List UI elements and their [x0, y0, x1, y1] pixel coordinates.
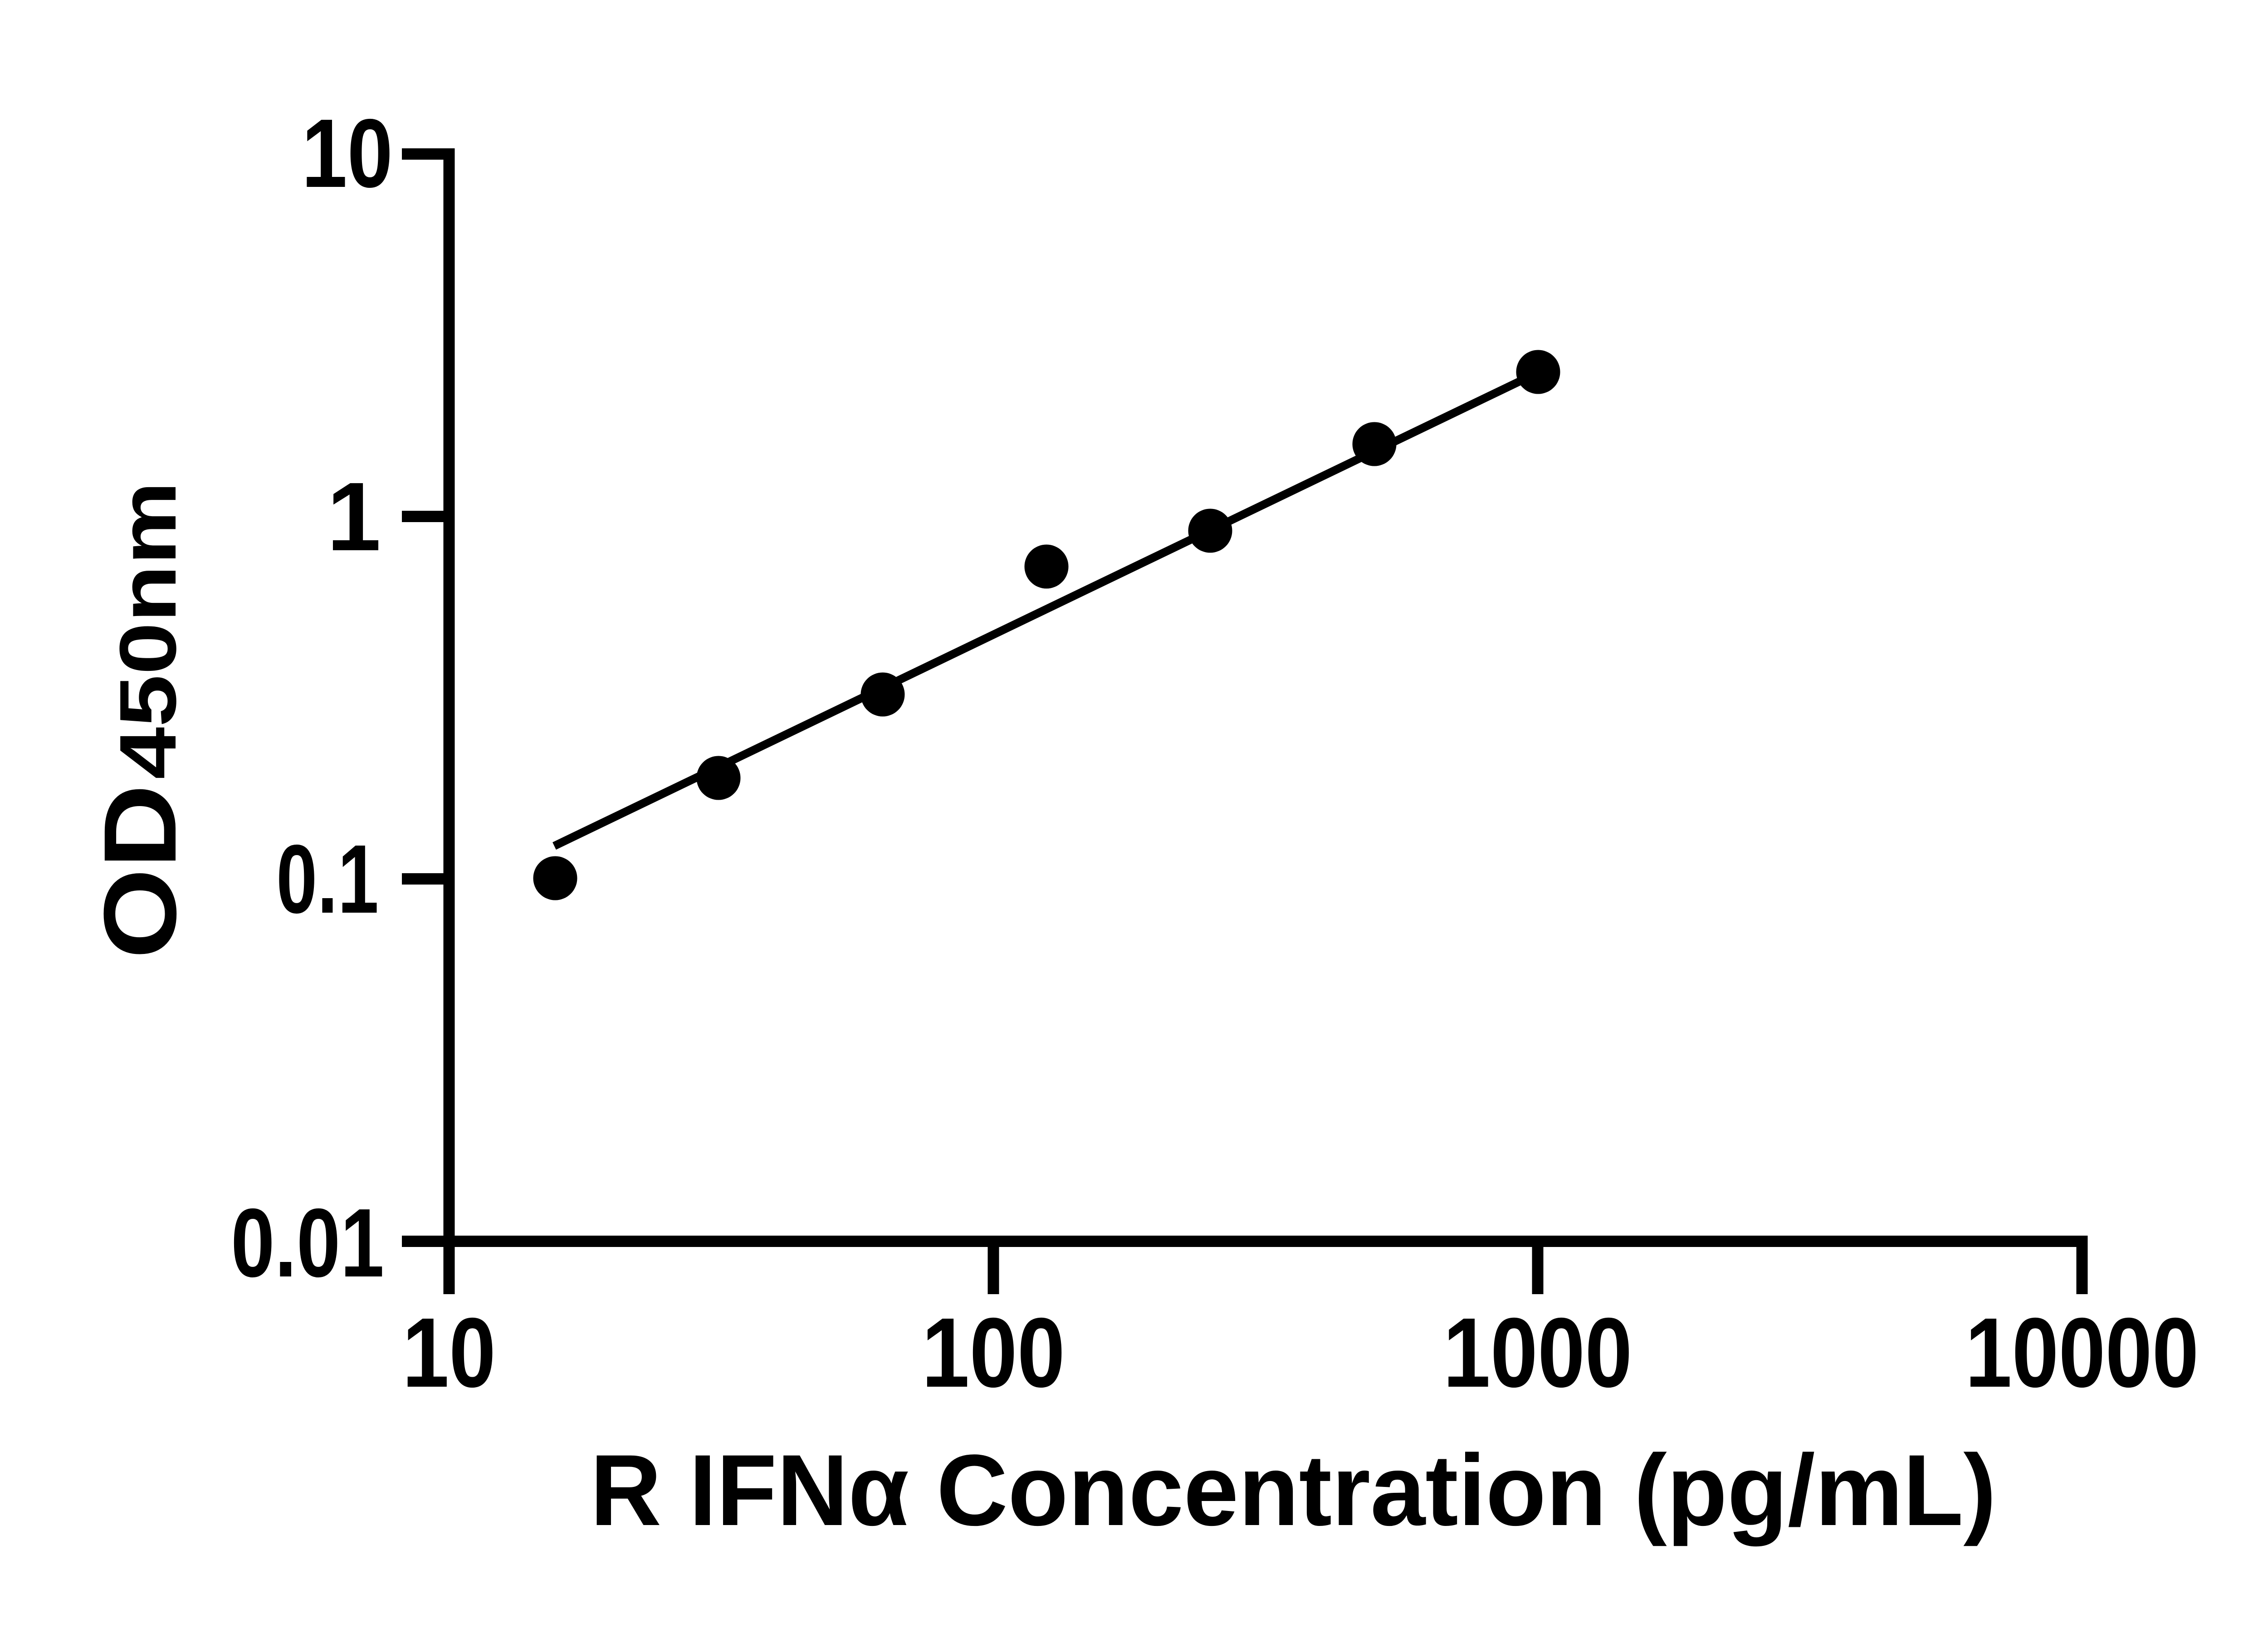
- svg-text:OD: OD: [83, 784, 198, 959]
- svg-text:0.01: 0.01: [231, 1188, 384, 1297]
- svg-text:1000: 1000: [1443, 1298, 1633, 1408]
- svg-text:450nm: 450nm: [103, 481, 193, 779]
- svg-text:0.1: 0.1: [276, 824, 379, 934]
- svg-text:1: 1: [327, 462, 381, 571]
- svg-text:10: 10: [302, 98, 393, 208]
- svg-text:10000: 10000: [1965, 1298, 2199, 1408]
- svg-text:10: 10: [402, 1298, 496, 1408]
- svg-text:R IFNα Concentration (pg/mL): R IFNα Concentration (pg/mL): [590, 1434, 1996, 1547]
- svg-text:100: 100: [922, 1298, 1065, 1408]
